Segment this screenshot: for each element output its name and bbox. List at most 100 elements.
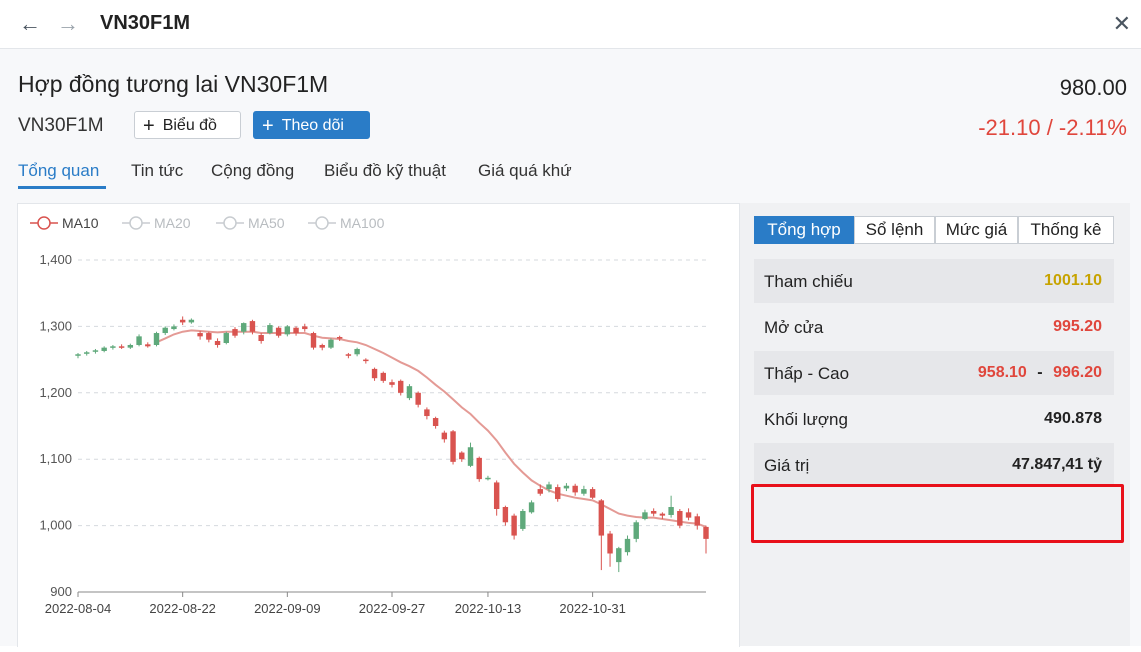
follow-button[interactable]: + Theo dõi <box>253 111 370 139</box>
candle-body <box>319 344 325 348</box>
candle-body <box>537 489 543 494</box>
candle-body <box>153 333 160 345</box>
candle-body <box>485 477 491 480</box>
last-price: 980.00 <box>1059 75 1127 100</box>
candle-body <box>118 346 125 348</box>
arrow-right-icon[interactable]: → <box>57 11 79 36</box>
window-title: VN30F1M <box>100 12 191 34</box>
candle-body <box>162 327 168 334</box>
chart-button[interactable]: + Biểu đồ <box>134 111 241 139</box>
candle-body <box>598 500 605 536</box>
candle-body <box>607 533 613 554</box>
candlestick-chart[interactable]: 1,400 1,300 1,200 1,100 1,000 900 2022-08-04 20… <box>18 204 739 647</box>
plus-icon: + <box>143 115 155 137</box>
tab-overview[interactable]: Tổng quan <box>18 161 100 180</box>
legend-label-ma100: MA100 <box>340 215 385 231</box>
candle-body <box>293 327 299 334</box>
highlight-box <box>751 484 1124 543</box>
candle-body <box>328 339 334 348</box>
legend-marker-ma50 <box>223 216 237 230</box>
candle-body <box>171 326 177 330</box>
row-open: Mở cửa 995.20 <box>754 305 1114 349</box>
candle-body <box>616 548 622 563</box>
row-low-high: Thấp - Cao 958.10 - 996.20 <box>754 351 1114 395</box>
follow-button-label: Theo dõi <box>281 117 344 134</box>
candle-body <box>345 354 352 356</box>
x-tick-label: 2022-09-27 <box>359 601 426 616</box>
candle-body <box>633 522 639 539</box>
candle-body <box>467 447 474 466</box>
tab-technical-chart[interactable]: Biểu đồ kỹ thuật <box>324 161 446 180</box>
volume-label: Khối lượng <box>764 410 848 429</box>
tab-community[interactable]: Cộng đồng <box>211 161 295 180</box>
candle-body <box>703 526 709 539</box>
tab-price-levels[interactable]: Mức giá <box>935 216 1018 244</box>
candle-body <box>310 333 317 348</box>
close-icon[interactable]: ✕ <box>1112 11 1131 36</box>
candle-body <box>92 350 99 352</box>
symbol-label: VN30F1M <box>18 115 104 136</box>
candle-body <box>685 512 692 518</box>
y-tick-label: 1,300 <box>39 318 72 333</box>
low-high-label: Thấp - Cao <box>764 364 850 383</box>
candle-body <box>589 489 596 498</box>
candle-body <box>84 352 90 354</box>
candle-body <box>275 327 282 336</box>
candle-body <box>214 341 221 345</box>
candle-body <box>650 510 657 514</box>
candle-body <box>624 538 631 553</box>
candle-body <box>406 386 413 399</box>
candle-body <box>659 513 666 516</box>
candle-body <box>101 347 107 351</box>
candle-body <box>75 354 81 356</box>
chart-panel: 1,400 1,300 1,200 1,100 1,000 900 2022-08-04 20… <box>17 203 740 647</box>
candle-body <box>459 452 465 460</box>
candle-body <box>572 485 578 493</box>
y-tick-label: 1,100 <box>39 451 72 466</box>
candle-body <box>206 333 212 340</box>
tab-statistics[interactable]: Thống kê <box>1018 216 1114 244</box>
page-title: Hợp đồng tương lai VN30F1M <box>18 71 329 97</box>
candle-body <box>249 321 256 332</box>
candle-body <box>136 336 142 345</box>
ma10-line <box>156 329 707 528</box>
top-bar: ← → VN30F1M ✕ <box>0 0 1141 49</box>
x-tick-label: 2022-10-13 <box>455 601 522 616</box>
legend-label-ma10: MA10 <box>62 215 99 231</box>
candle-body <box>493 482 500 509</box>
candle-body <box>223 333 229 343</box>
reference-value: 1001.10 <box>1044 272 1102 289</box>
plus-icon: + <box>262 115 274 137</box>
low-value: 958.10 <box>977 364 1027 381</box>
volume-value: 490.878 <box>1044 410 1102 427</box>
x-tick-label: 2022-08-22 <box>149 601 216 616</box>
candle-body <box>302 326 308 330</box>
open-label: Mở cửa <box>764 318 824 337</box>
tab-news[interactable]: Tin tức <box>131 161 184 180</box>
x-tick-label: 2022-10-31 <box>559 601 626 616</box>
tab-price-history[interactable]: Giá quá khứ <box>478 161 572 180</box>
candle-body <box>389 382 395 385</box>
price-change: -21.10 / -2.11% <box>978 115 1127 140</box>
candle-body <box>284 326 291 335</box>
reference-label: Tham chiếu <box>764 272 853 291</box>
tab-summary[interactable]: Tổng hợp <box>754 216 854 244</box>
candle-body <box>432 418 439 426</box>
arrow-left-icon[interactable]: ← <box>19 11 41 36</box>
tab-order-book[interactable]: Sổ lệnh <box>854 216 935 244</box>
y-tick-label: 1,400 <box>39 252 72 267</box>
candle-body <box>520 510 526 529</box>
candle-body <box>371 368 378 379</box>
candle-body <box>581 489 587 494</box>
open-value: 995.20 <box>1053 318 1102 335</box>
x-tick-label: 2022-09-09 <box>254 601 321 616</box>
candle-body <box>415 392 421 405</box>
candle-body <box>241 323 247 332</box>
high-value: 996.20 <box>1053 364 1102 381</box>
row-reference: Tham chiếu 1001.10 <box>754 259 1114 303</box>
value-label: Giá trị <box>764 456 810 475</box>
summary-panel: Tổng hợp Sổ lệnh Mức giá Thống kê Tham c… <box>740 203 1130 646</box>
range-separator: - <box>1037 364 1043 381</box>
candle-body <box>267 325 273 334</box>
candle-body <box>145 344 151 347</box>
